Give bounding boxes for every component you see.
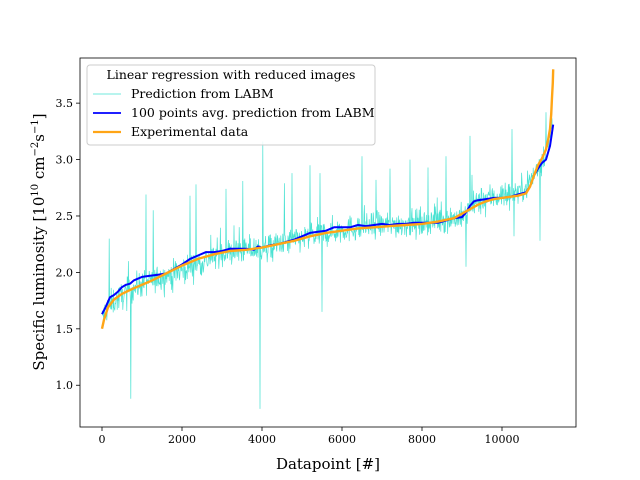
x-tick-label: 2000 bbox=[168, 433, 196, 446]
y-tick-label: 3.5 bbox=[56, 97, 74, 110]
x-axis-label: Datapoint [#] bbox=[276, 455, 380, 473]
x-tick-label: 4000 bbox=[248, 433, 276, 446]
legend-title: Linear regression with reduced images bbox=[107, 67, 356, 82]
series-line-average bbox=[101, 124, 555, 315]
plot-frame bbox=[79, 57, 577, 428]
x-tick-label: 8000 bbox=[408, 433, 436, 446]
legend: Linear regression with reduced images Pr… bbox=[86, 64, 376, 146]
y-tick-label: 1.5 bbox=[56, 323, 74, 336]
x-tick-label: 0 bbox=[99, 433, 106, 446]
y-tick-label: 2.5 bbox=[56, 210, 74, 223]
legend-entry-average: 100 points avg. prediction from LABM bbox=[131, 105, 375, 120]
legend-entry-prediction: Prediction from LABM bbox=[131, 86, 274, 101]
y-axis: 1.0 1.5 2.0 2.5 3.0 3.5 bbox=[56, 97, 80, 392]
y-tick-label: 1.0 bbox=[56, 379, 74, 392]
y-axis-label: Specific luminosity [1010 cm−2s−1] bbox=[30, 113, 48, 370]
x-axis: 0 2000 4000 6000 8000 10000 bbox=[99, 427, 520, 446]
x-tick-label: 6000 bbox=[328, 433, 356, 446]
series-line-experimental bbox=[100, 69, 555, 330]
y-tick-label: 2.0 bbox=[56, 266, 74, 279]
legend-box bbox=[86, 64, 376, 146]
y-tick-label: 3.0 bbox=[56, 154, 74, 167]
plot-area bbox=[100, 69, 555, 409]
x-tick-label: 10000 bbox=[485, 433, 520, 446]
line-series-layer bbox=[100, 69, 555, 330]
legend-entry-experimental: Experimental data bbox=[131, 124, 249, 139]
